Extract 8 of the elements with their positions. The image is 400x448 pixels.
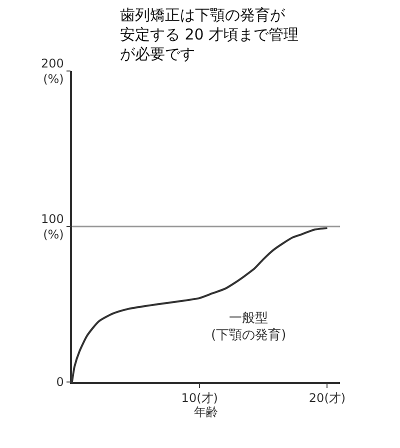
x-axis-title: 年齢 xyxy=(194,405,218,420)
y-tick-label: 100 (%) xyxy=(40,212,64,242)
annotation: 一般型 (下顎の発育) xyxy=(211,311,286,343)
y-tick-label: 0 xyxy=(56,375,64,390)
y-tick-label: 200 (%) xyxy=(40,56,64,86)
x-tick-label: 10(才) xyxy=(181,391,218,406)
x-tick-label: 20(才) xyxy=(308,391,346,406)
chart-title: 歯列矯正は下顎の発育が安定する 20 才頃まで管理が必要です xyxy=(120,6,299,64)
